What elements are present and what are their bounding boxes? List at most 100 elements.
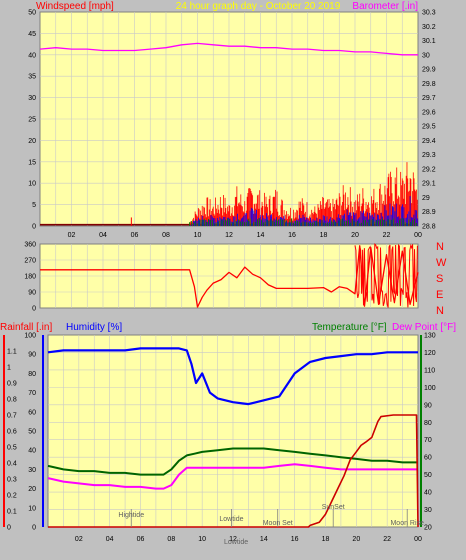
temperature-tick-110: 110 xyxy=(424,367,435,374)
barometer-tick-29.6: 29.6 xyxy=(422,109,436,116)
rainfall-tick-0.6: 0.6 xyxy=(7,429,17,436)
temperature-tick-100: 100 xyxy=(424,385,436,392)
windspeed-x-tick-04: 04 xyxy=(99,232,107,239)
temperature-tick-90: 90 xyxy=(424,402,432,409)
temperature-tick-30: 30 xyxy=(424,507,432,514)
event-label-4: Moon Rise xyxy=(390,520,424,527)
temperature-tick-50: 50 xyxy=(424,472,432,479)
windspeed-x-tick-14: 14 xyxy=(257,232,265,239)
barometer-tick-29: 29 xyxy=(422,195,430,202)
compass-letter-W: W xyxy=(436,257,447,269)
climate-x-tick-20: 20 xyxy=(352,536,360,543)
temperature-tick-60: 60 xyxy=(424,455,432,462)
rainfall-tick-1: 1 xyxy=(7,365,11,372)
direction-tick-270: 270 xyxy=(24,258,36,265)
humidity-tick-50: 50 xyxy=(28,429,36,436)
windspeed-x-tick-06: 06 xyxy=(131,232,139,239)
humidity-tick-100: 100 xyxy=(24,333,36,340)
climate-x-tick-04: 04 xyxy=(106,536,114,543)
barometer-tick-30.2: 30.2 xyxy=(422,24,436,31)
rainfall-tick-0.8: 0.8 xyxy=(7,397,17,404)
windspeed-x-tick-16: 16 xyxy=(288,232,296,239)
climate-x-tick-08: 08 xyxy=(167,536,175,543)
barometer-tick-29.8: 29.8 xyxy=(422,81,436,88)
humidity-tick-90: 90 xyxy=(28,352,36,359)
barometer-tick-29.9: 29.9 xyxy=(422,67,436,74)
rainfall-tick-0.4: 0.4 xyxy=(7,461,17,468)
windspeed-x-tick-20: 20 xyxy=(351,232,359,239)
climate-x-tick-22: 22 xyxy=(383,536,391,543)
rainfall-tick-0.9: 0.9 xyxy=(7,381,17,388)
climate-x-tick-10: 10 xyxy=(198,536,206,543)
barometer-tick-29.7: 29.7 xyxy=(422,95,436,102)
event-label-2: Moon Set xyxy=(263,520,293,527)
windspeed-tick-35: 35 xyxy=(28,74,36,81)
compass-letter-S: S xyxy=(436,273,443,285)
temperature-tick-40: 40 xyxy=(424,490,432,497)
barometer-tick-29.4: 29.4 xyxy=(422,138,436,145)
windspeed-tick-15: 15 xyxy=(28,159,36,166)
windspeed-x-tick-18: 18 xyxy=(320,232,328,239)
direction-tick-180: 180 xyxy=(24,274,36,281)
direction-tick-90: 90 xyxy=(28,290,36,297)
windspeed-tick-20: 20 xyxy=(28,138,36,145)
windspeed-x-tick-00: 00 xyxy=(414,232,422,239)
climate-x-tick-18: 18 xyxy=(322,536,330,543)
humidity-line xyxy=(47,347,418,406)
rainfall-tick-0.5: 0.5 xyxy=(7,445,17,452)
event-label-lowtide-bottom: Lowtide xyxy=(224,539,248,546)
climate-x-tick-14: 14 xyxy=(260,536,268,543)
humidity-tick-30: 30 xyxy=(28,467,36,474)
windspeed-x-tick-12: 12 xyxy=(225,232,233,239)
windspeed-x-tick-02: 02 xyxy=(68,232,76,239)
windspeed-tick-10: 10 xyxy=(28,181,36,188)
windspeed-tick-25: 25 xyxy=(28,117,36,124)
wind-direction-line xyxy=(40,245,419,308)
barometer-tick-28.9: 28.9 xyxy=(422,209,436,216)
climate-x-tick-16: 16 xyxy=(291,536,299,543)
barometer-tick-30.1: 30.1 xyxy=(422,38,436,45)
event-label-0: Hightide xyxy=(118,512,144,519)
climate-x-tick-00: 00 xyxy=(414,536,422,543)
humidity-axis-title: Humidity [%] xyxy=(66,322,122,333)
climate-x-tick-06: 06 xyxy=(137,536,145,543)
rainfall-tick-0.7: 0.7 xyxy=(7,413,17,420)
barometer-tick-28.8: 28.8 xyxy=(422,224,436,231)
temperature-tick-70: 70 xyxy=(424,437,432,444)
event-label-1: Lowtide xyxy=(219,516,243,523)
climate-x-tick-02: 02 xyxy=(75,536,83,543)
dewpoint-line xyxy=(47,463,418,490)
humidity-tick-60: 60 xyxy=(28,409,36,416)
rainfall-tick-0.2: 0.2 xyxy=(7,493,17,500)
barometer-tick-29.3: 29.3 xyxy=(422,152,436,159)
barometer-tick-29.1: 29.1 xyxy=(422,181,436,188)
direction-tick-360: 360 xyxy=(24,242,36,249)
windspeed-tick-50: 50 xyxy=(28,10,36,17)
direction-tick-0: 0 xyxy=(32,306,36,313)
windspeed-x-tick-22: 22 xyxy=(383,232,391,239)
humidity-tick-70: 70 xyxy=(28,390,36,397)
windspeed-tick-45: 45 xyxy=(28,31,36,38)
compass-letter-N: N xyxy=(436,305,444,317)
barometer-line xyxy=(39,42,418,56)
compass-letter-N: N xyxy=(436,241,444,253)
climate-x-tick-12: 12 xyxy=(229,536,237,543)
humidity-tick-0: 0 xyxy=(32,525,36,532)
humidity-tick-20: 20 xyxy=(28,486,36,493)
temperature-tick-80: 80 xyxy=(424,420,432,427)
humidity-tick-40: 40 xyxy=(28,448,36,455)
temperature-tick-120: 120 xyxy=(424,350,436,357)
wind-direction-noise xyxy=(354,243,418,308)
windspeed-axis-title: Windspeed [mph] xyxy=(36,1,114,12)
rainfall-tick-1.1: 1.1 xyxy=(7,349,17,356)
humidity-tick-10: 10 xyxy=(28,505,36,512)
windspeed-tick-40: 40 xyxy=(28,52,36,59)
temperature-line xyxy=(47,447,418,476)
barometer-tick-29.2: 29.2 xyxy=(422,166,436,173)
rainfall-tick-0.1: 0.1 xyxy=(7,509,17,516)
barometer-tick-30.3: 30.3 xyxy=(422,10,436,17)
temperature-axis-title: Temperature [°F] xyxy=(312,322,387,333)
windspeed-x-tick-08: 08 xyxy=(162,232,170,239)
